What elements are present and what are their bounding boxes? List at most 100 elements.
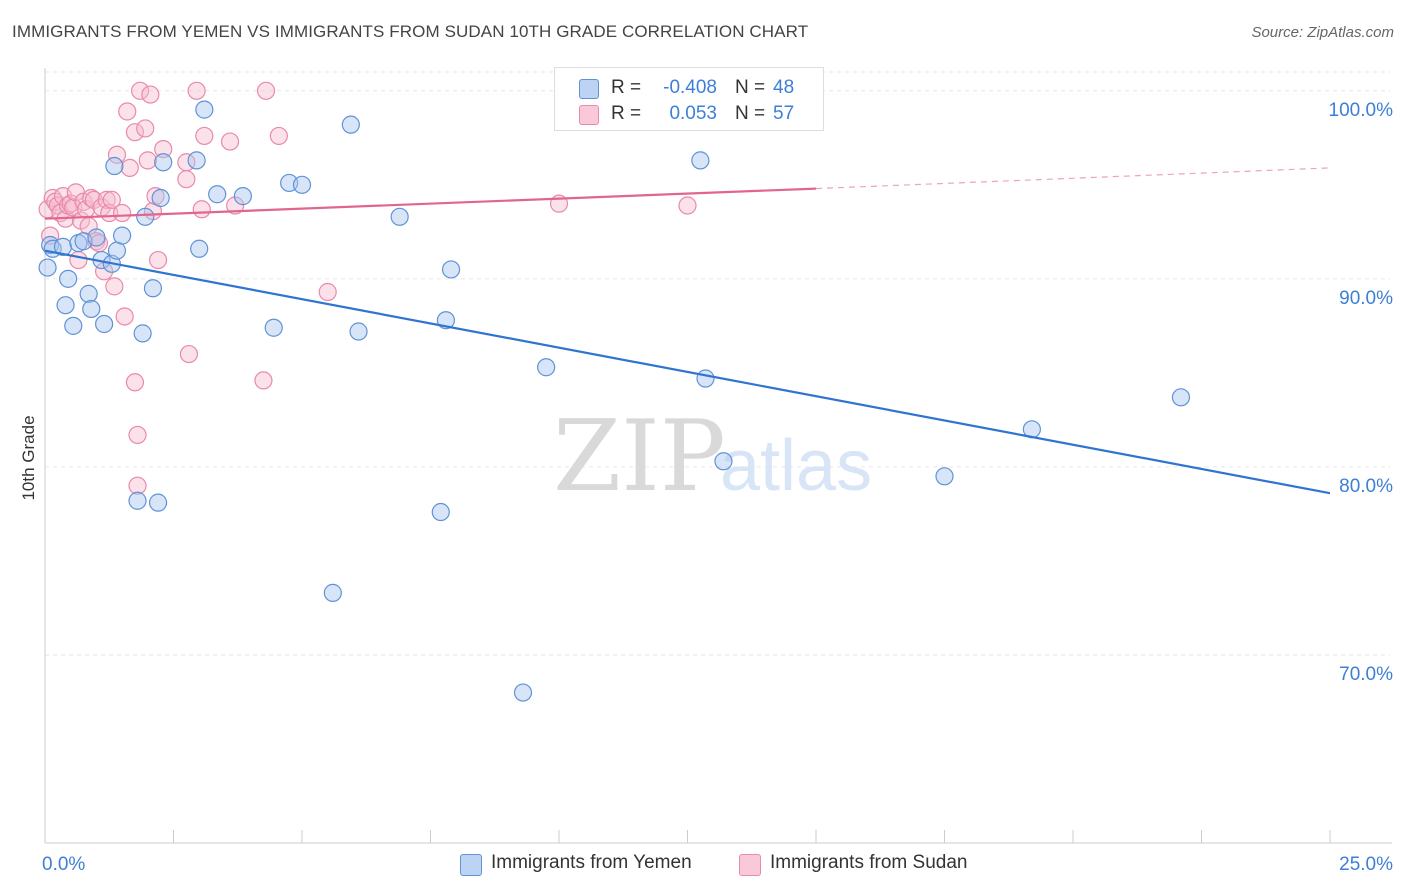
sudan-point [269, 126, 288, 146]
yemen-point [154, 153, 173, 172]
yemen-point [190, 239, 209, 258]
bottom-legend-swatch-yemen [460, 854, 482, 876]
yemen-point [82, 299, 101, 319]
yemen-point [431, 502, 450, 522]
sudan-point [115, 307, 134, 326]
yemen-point [935, 467, 954, 486]
yemen-points [38, 100, 1191, 702]
yemen-point [537, 358, 556, 377]
legend-swatch-sudan [579, 105, 599, 125]
yemen-point [87, 228, 106, 247]
legend-r-value: -0.408 [663, 77, 717, 98]
yemen-point [143, 279, 163, 298]
sudan-point [128, 476, 147, 495]
sudan-point [102, 190, 121, 209]
yemen-point [107, 241, 127, 260]
yemen-point [151, 188, 170, 208]
sudan-point [177, 170, 196, 189]
sudan-point [254, 371, 273, 390]
sudan-point [125, 373, 145, 392]
yemen-point [112, 226, 132, 245]
gridlines [45, 71, 1390, 656]
yemen-point [79, 284, 98, 303]
legend-n-label: N = [735, 77, 766, 98]
legend-n-label: N = [735, 103, 766, 124]
sudan-point [105, 277, 124, 296]
x-tick-label: 0.0% [42, 854, 85, 875]
yemen-point [696, 369, 715, 388]
sudan-point [187, 81, 206, 100]
legend-row-sudan: R = 0.053 N = 57 [555, 101, 823, 127]
yemen-point [292, 175, 312, 194]
yemen-point [59, 269, 78, 288]
sudan-point [226, 196, 245, 215]
yemen-point [56, 296, 75, 315]
yemen-point [341, 115, 360, 134]
legend-n-value: 57 [773, 103, 795, 124]
yemen-point [187, 151, 206, 170]
bottom-legend-label-sudan: Immigrants from Sudan [770, 852, 968, 873]
sudan-point [125, 123, 145, 142]
yemen-point [513, 683, 533, 702]
bottom-legend-swatch-sudan [739, 854, 761, 876]
legend-swatch-yemen [579, 79, 599, 99]
y-tick-labels: 70.0% 80.0% 90.0% 100.0% [1329, 100, 1394, 685]
axes [44, 68, 1392, 844]
source-label: Source: ZipAtlas.com [1251, 24, 1394, 41]
yemen-point [195, 100, 214, 119]
sudan-point [120, 158, 139, 178]
sudan-point [141, 85, 160, 104]
yemen-point [53, 237, 73, 256]
legend-row-yemen: R = -0.408 N = 48 [555, 75, 823, 101]
yemen-trend-line [44, 249, 1331, 495]
yemen-point [148, 493, 168, 512]
sudan-point [112, 203, 132, 223]
yemen-point [105, 156, 124, 176]
yemen-point [349, 322, 368, 341]
sudan-point [318, 282, 337, 302]
sudan-point [130, 81, 150, 100]
yemen-point [133, 324, 152, 343]
yemen-point [390, 207, 409, 226]
y-tick-label: 90.0% [1339, 288, 1393, 309]
watermark: ZIP atlas [553, 400, 872, 514]
sudan-trend-extension [815, 167, 1331, 190]
sudan-point [179, 344, 199, 364]
sudan-point [69, 250, 88, 270]
legend-r-value: 0.053 [669, 103, 717, 124]
yemen-point [136, 207, 155, 226]
y-tick-label: 80.0% [1339, 476, 1393, 497]
x-tick-label: 25.0% [1339, 854, 1393, 875]
sudan-point [107, 145, 127, 164]
sudan-point [195, 126, 214, 146]
trend-lines [44, 167, 1331, 495]
y-tick-label: 70.0% [1339, 664, 1393, 685]
sudan-point [154, 140, 173, 159]
yemen-point [128, 491, 147, 510]
sudan-point [148, 250, 168, 270]
legend-r-label: R = [611, 77, 642, 98]
stats-legend: R = -0.408 N = 48 R = 0.053 N = 57 [554, 67, 824, 131]
y-tick-label: 100.0% [1329, 100, 1394, 121]
yemen-point [38, 258, 57, 277]
sudan-point [136, 119, 155, 138]
yemen-point [691, 151, 710, 170]
yemen-point [233, 187, 252, 206]
yemen-point [95, 314, 114, 334]
yemen-point [323, 583, 342, 602]
yemen-point [208, 185, 227, 204]
yemen-point [714, 452, 733, 471]
watermark-zip: ZIP [553, 400, 726, 514]
yemen-point [1171, 388, 1191, 407]
legend-r-label: R = [611, 103, 642, 124]
sudan-point [220, 132, 240, 151]
y-axis-label: 10th Grade [19, 415, 38, 500]
bottom-legend-label-yemen: Immigrants from Yemen [491, 852, 692, 873]
x-tick-labels: 0.0% 25.0% [42, 854, 1393, 875]
sudan-point [84, 190, 103, 209]
sudan-point [256, 81, 276, 100]
sudan-point [138, 151, 157, 170]
legend-n-value: 48 [773, 77, 795, 98]
sudan-point [118, 102, 137, 121]
